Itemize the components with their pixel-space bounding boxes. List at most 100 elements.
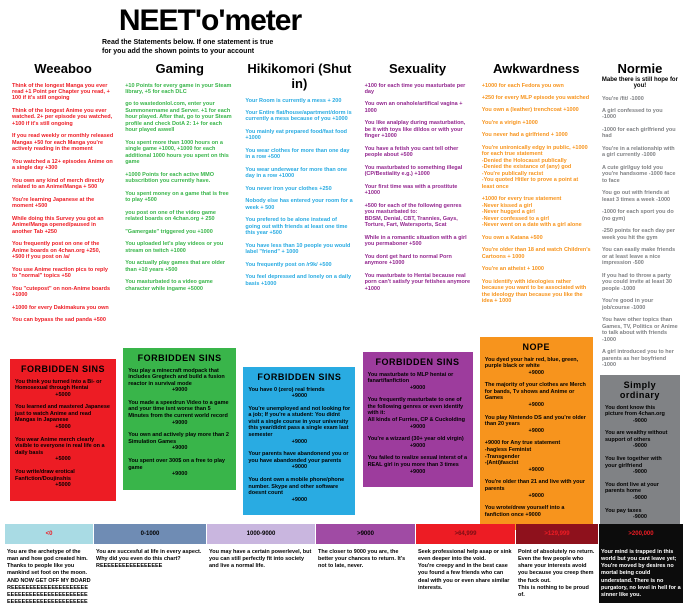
sin-box-item-value: +9000 xyxy=(409,384,426,391)
sin-box-item-value: +9000 xyxy=(409,468,426,475)
column-title: Awkwardness xyxy=(493,60,580,76)
statement: You masturbated to a video game characte… xyxy=(125,279,213,292)
statement: -1000 for each girlfriend you had xyxy=(601,126,676,140)
statement: You dont get hard to normal Porn anymore… xyxy=(364,253,452,267)
scale-segment-4: >64,999 Seek professional help asap or si… xyxy=(416,524,515,603)
sin-box-item-value: -9000 xyxy=(632,417,647,424)
sin-box-title: NOPE xyxy=(522,341,550,352)
statement: Think of the longest Manga you ever read… xyxy=(12,82,110,102)
statement: You "cutepost" on non-Anime boards +1000 xyxy=(12,285,111,299)
scale-range-label: 1000-9000 xyxy=(207,524,315,544)
column-title: Weeaboo xyxy=(34,60,92,76)
statement: +250 for every MLP episode you watched xyxy=(481,94,590,101)
column-0: Weeaboo Think of the longest Manga you ev… xyxy=(10,61,116,566)
sin-box-item: You dont know this picture from 4chan.or… xyxy=(605,405,675,425)
columns: Weeaboo Think of the longest Manga you ev… xyxy=(0,61,690,566)
column-title: Gaming xyxy=(155,60,204,76)
statement: You use Anime reaction pics to reply to … xyxy=(12,266,108,280)
sin-box-item-value: +9000 xyxy=(291,496,308,503)
statement: You uploaded let's play videos or you st… xyxy=(125,241,224,254)
sin-box-item-value: +9000 xyxy=(528,492,544,499)
statement: You never had a girlfriend + 1000 xyxy=(481,132,568,139)
sin-box-item: You're unemployed and not looking for a … xyxy=(248,405,351,445)
statement: While in a romantic situation with a gir… xyxy=(364,234,467,248)
scale-description: You may have a certain powerlevel, but y… xyxy=(209,549,312,570)
column-2: Hikikomori (Shut in) Your Room is current… xyxy=(243,61,356,566)
statement: You watched a 12+ episodes Anime on a si… xyxy=(12,158,113,172)
statement: You're /fit/ -1000 xyxy=(601,95,644,102)
sin-box-item: You made a speedrun Video to a game and … xyxy=(128,400,231,426)
statement: You masturbate to Hentai because real po… xyxy=(364,272,471,292)
statement: +1000 for every Dakimakura you own xyxy=(12,304,109,311)
scale-description: Your mind is trapped in this world but y… xyxy=(601,549,681,598)
sin-box-item-value: +9000 xyxy=(171,471,188,478)
statement: You feel depressed and lonely on a daily… xyxy=(245,274,352,287)
sin-box-item-value: +9000 xyxy=(171,419,188,426)
column-3: Sexuality +100 for each time you masturba… xyxy=(362,60,473,566)
column-title: Sexuality xyxy=(389,60,447,76)
sin-box-item-value: -9000 xyxy=(632,469,647,476)
sin-box-item: You think you turned into a Bi- or Homos… xyxy=(15,379,111,399)
scale-description: You are succesful at life in every aspec… xyxy=(96,549,202,570)
scale-range-label: >200,000 xyxy=(599,524,683,544)
sin-box-item: You are wealthy without support of other… xyxy=(605,430,675,450)
sin-box-item-value: +5000 xyxy=(55,456,71,463)
sin-box-item-value: +5000 xyxy=(55,391,71,398)
sin-box: NOPE You dyed your hair red, blue, green,… xyxy=(479,336,593,531)
statement: +500 for each of the following genres yo… xyxy=(364,202,462,229)
statement: +10 Points for every game in your Steam … xyxy=(125,82,232,95)
statements-list: +1000 for each Fedora you own +250 for ev… xyxy=(480,83,593,337)
statement: You're learning Japanese at the moment +… xyxy=(12,196,95,210)
sin-box-item: You wrote/drew yourself into a fanfictio… xyxy=(484,505,565,518)
statement: You spent more than 1000 hours on a sing… xyxy=(125,139,229,166)
sin-box-title: FORBIDDEN SINS xyxy=(20,363,105,374)
statements-list: +10 Points for every game in your Steam … xyxy=(123,83,236,348)
sin-box-item: You dont own a mobile phone/phone number… xyxy=(248,477,350,503)
statement: +1000 for each Fedora you own xyxy=(481,82,564,89)
sin-box-item: +9000 for Any true statement -hagless Fe… xyxy=(485,440,588,473)
sin-box-item: You learned and mastered Japanese just t… xyxy=(15,404,110,431)
sin-box-item: You dont live at your parents home -9000 xyxy=(605,482,675,502)
sin-box-item-value: +9000 xyxy=(409,442,426,449)
sin-box-item: You play a minecraft modpack that includ… xyxy=(128,368,231,394)
statement: Think of the longest Anime you ever watc… xyxy=(12,107,113,127)
sin-box-item: The majority of your clothes are Merch f… xyxy=(484,382,586,409)
statement: Your Room is currently a mess + 200 xyxy=(245,97,342,104)
column-5: Normie Mabe there is still hope for you! Y… xyxy=(599,61,680,566)
sin-box-item-value: +9000 xyxy=(291,393,308,400)
column-1: Gaming +10 Points for every game in your … xyxy=(123,60,237,566)
statement: +1000 Points for each active MMO subscri… xyxy=(125,171,214,185)
sin-box-item: You frequently masturbate to one of the … xyxy=(368,397,468,430)
statement: Your Entire flat/house/apartment/dorm is… xyxy=(245,109,352,123)
page-header: NEET'o'meter Read the Statements below. … xyxy=(60,4,360,57)
sin-box-item: You wear Anime merch clearly visible to … xyxy=(15,437,111,463)
scale-range-label: >129,999 xyxy=(516,524,598,544)
sin-box-item-value: +9000 xyxy=(291,464,308,471)
sin-box-item: You're older than 21 and live with your … xyxy=(485,479,588,499)
statement: A girl introduced you to her parents as … xyxy=(601,349,674,369)
statement: You own any kind of merch directly relat… xyxy=(12,177,105,191)
scale-range-label: <0 xyxy=(5,524,93,544)
sin-box: FORBIDDEN SINS You have 0 (zero) real fri… xyxy=(243,366,356,516)
statement: You own a Katana +500 xyxy=(481,234,543,241)
statement: You wear clothes for more than one day i… xyxy=(245,147,350,161)
sin-box-item-value: -9000 xyxy=(632,514,647,521)
statement: You frequently post on one of the Anime … xyxy=(12,241,101,261)
sin-box-title: Simply ordinary xyxy=(619,379,660,400)
statements-list: +100 for each time you masturbate per da… xyxy=(363,83,473,352)
statement: You identify with ideologies rather beca… xyxy=(481,278,587,305)
sin-box-item-value: +9000 xyxy=(528,466,544,473)
statement: You frequently post on /r9k/ +500 xyxy=(245,261,332,268)
sin-box-item: You pay taxes -9000 xyxy=(605,508,675,521)
column-tagline: Mabe there is still hope for you! xyxy=(601,76,678,89)
statement: You wear underwear for more than one day… xyxy=(245,166,348,180)
sin-box: FORBIDDEN SINS You masturbate to MLP hent… xyxy=(362,351,473,488)
statement: While doing this Survey you got an Anime… xyxy=(12,215,104,235)
sin-box-item: You masturbate to MLP hentai or fanart/f… xyxy=(368,372,468,392)
page-subtitle: Read the Statements below. If one statem… xyxy=(102,39,274,55)
statement: You go out with friends at least 3 times… xyxy=(601,190,671,203)
column-4: Awkwardness +1000 for each Fedora you own… xyxy=(479,60,593,566)
page-title: NEET'o'meter xyxy=(118,4,302,37)
scale-range-label: >64,999 xyxy=(416,524,515,544)
statements-list: Your Room is currently a mess + 200 Your … xyxy=(243,98,355,367)
